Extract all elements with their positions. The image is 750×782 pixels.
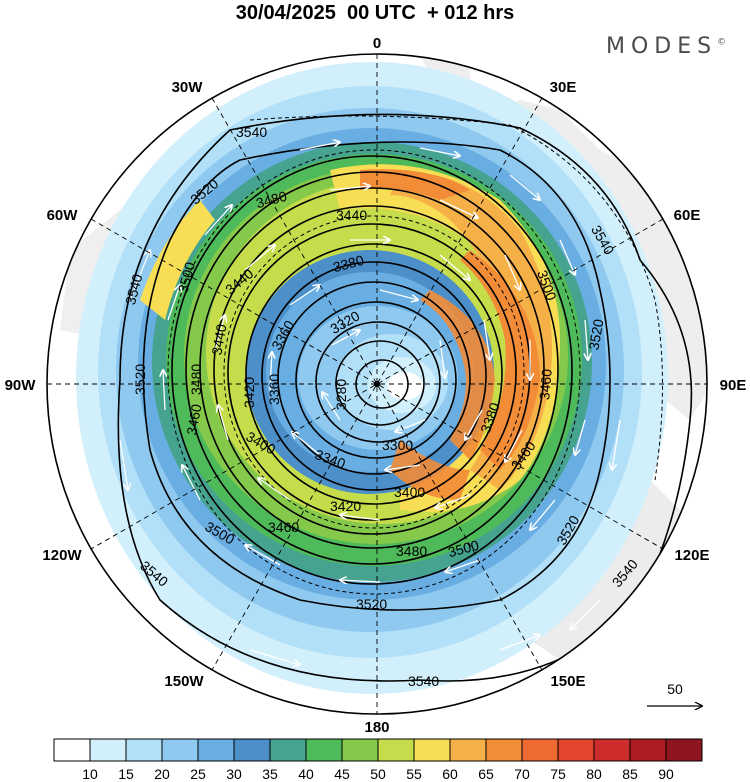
graticule bbox=[47, 54, 707, 714]
contour-label: 3280 bbox=[333, 379, 349, 410]
colorbar-tick-label: 45 bbox=[334, 766, 350, 782]
colorbar-swatch bbox=[449, 738, 487, 762]
contour-label: 3300 bbox=[382, 437, 413, 453]
colorbar-tick-label: 70 bbox=[514, 766, 530, 782]
contour-3480 bbox=[185, 171, 559, 565]
contour-3520 bbox=[142, 141, 611, 611]
colorbar-tick-label: 30 bbox=[226, 766, 242, 782]
contour-label: 3460 bbox=[536, 368, 555, 401]
contour-label: 3400 bbox=[394, 484, 425, 500]
colorbar-swatch bbox=[197, 738, 235, 762]
colorbar-swatch bbox=[269, 738, 307, 762]
colorbar-swatch bbox=[305, 738, 343, 762]
contour-label: 3480 bbox=[396, 543, 427, 559]
longitude-label-120w: 120W bbox=[42, 547, 82, 564]
contour-label: 3460 bbox=[183, 403, 204, 437]
colorbar-swatch bbox=[485, 738, 523, 762]
colorbar-tick-label: 50 bbox=[370, 766, 386, 782]
longitude-label-30e: 30E bbox=[550, 79, 577, 96]
map-title: 30/04/2025 00 UTC + 012 hrs bbox=[235, 2, 515, 24]
pole-marker bbox=[374, 381, 380, 387]
contour-label: 3480 bbox=[188, 364, 204, 395]
contour-label: 3540 bbox=[122, 272, 146, 306]
longitude-label-150w: 150W bbox=[164, 673, 204, 690]
contour-3300 bbox=[335, 340, 425, 426]
colorbar-swatch bbox=[233, 738, 271, 762]
contour-label: 3420 bbox=[241, 377, 257, 408]
copyright-mark: © bbox=[717, 37, 727, 48]
wind-arrows bbox=[119, 142, 621, 665]
colorbar-tick-label: 25 bbox=[190, 766, 206, 782]
contour-label: 3500 bbox=[175, 260, 199, 294]
colorbar-tick-label: 80 bbox=[586, 766, 602, 782]
contour-3320 bbox=[315, 321, 441, 443]
dashed-contours bbox=[167, 115, 663, 595]
contour-label: 3520 bbox=[132, 364, 148, 395]
colorbar-swatch bbox=[125, 738, 163, 762]
map-boundary bbox=[46, 53, 708, 715]
longitude-label-0: 0 bbox=[373, 35, 381, 52]
contour-3500 bbox=[171, 155, 573, 585]
colorbar-swatch bbox=[521, 738, 559, 762]
colorbar-swatch bbox=[557, 738, 595, 762]
contour-label: 3440 bbox=[208, 323, 229, 357]
longitude-label-60w: 60W bbox=[47, 207, 79, 224]
contour-3340 bbox=[295, 301, 457, 459]
contour-label: 3520 bbox=[356, 596, 387, 612]
colorbar-swatch bbox=[665, 738, 703, 762]
contour-3360 bbox=[277, 281, 471, 475]
contour-label: 3380 bbox=[331, 252, 365, 276]
colorbar-tick-label: 75 bbox=[550, 766, 566, 782]
contour-label: 3500 bbox=[446, 537, 480, 561]
longitude-label-90w: 90W bbox=[5, 377, 37, 394]
contour-label: 3420 bbox=[330, 498, 361, 514]
longitude-label-30w: 30W bbox=[172, 79, 204, 96]
longitude-label-150e: 150E bbox=[550, 673, 585, 690]
colorbar: 10 15 20 25 30 35 40 45 50 55 60 65 70 75 80 85 90 bbox=[53, 738, 703, 782]
colorbar-tick-label: 20 bbox=[154, 766, 170, 782]
colorbar-tick-label: 40 bbox=[298, 766, 314, 782]
brand-name: MODES bbox=[606, 34, 718, 59]
contour-label: 3540 bbox=[408, 673, 439, 689]
contour-label: 3520 bbox=[585, 318, 606, 352]
brand-logo: MODES© bbox=[606, 34, 726, 59]
contour-label: 3440 bbox=[336, 207, 367, 223]
contour-label: 3480 bbox=[254, 188, 288, 212]
height-contours bbox=[117, 113, 693, 682]
contour-3460 bbox=[199, 187, 545, 549]
colorbar-tick-label: 90 bbox=[658, 766, 674, 782]
colorbar-swatch bbox=[629, 738, 667, 762]
colorbar-swatch bbox=[53, 738, 91, 762]
contour-label: 3540 bbox=[236, 124, 267, 140]
colorbar-swatch bbox=[341, 738, 379, 762]
colorbar-tick-label: 85 bbox=[622, 766, 638, 782]
contour-label: 3460 bbox=[268, 519, 299, 535]
contour-label: 3360 bbox=[266, 374, 282, 405]
colorbar-swatch bbox=[161, 738, 199, 762]
colorbar-swatch bbox=[413, 738, 451, 762]
colorbar-tick-label: 15 bbox=[118, 766, 134, 782]
longitude-label-60e: 60E bbox=[674, 207, 701, 224]
contour-3400 bbox=[245, 243, 503, 505]
colorbar-tick-label: 60 bbox=[442, 766, 458, 782]
contour-3420 bbox=[227, 223, 517, 521]
longitude-label-180: 180 bbox=[364, 719, 389, 736]
reference-vector-label: 50 bbox=[667, 681, 683, 697]
longitude-label-120e: 120E bbox=[674, 547, 709, 564]
contour-3380 bbox=[261, 261, 487, 491]
colorbar-tick-label: 35 bbox=[262, 766, 278, 782]
contour-label-group: 3540 3540 3540 3540 3540 3540 3520 3520 … bbox=[122, 124, 641, 689]
colorbar-tick-label: 65 bbox=[478, 766, 494, 782]
colorbar-swatch bbox=[593, 738, 631, 762]
colorbar-swatch bbox=[377, 738, 415, 762]
colorbar-swatch bbox=[89, 738, 127, 762]
colorbar-tick-label: 55 bbox=[406, 766, 422, 782]
longitude-label-90e: 90E bbox=[720, 377, 747, 394]
colorbar-tick-label: 10 bbox=[82, 766, 98, 782]
